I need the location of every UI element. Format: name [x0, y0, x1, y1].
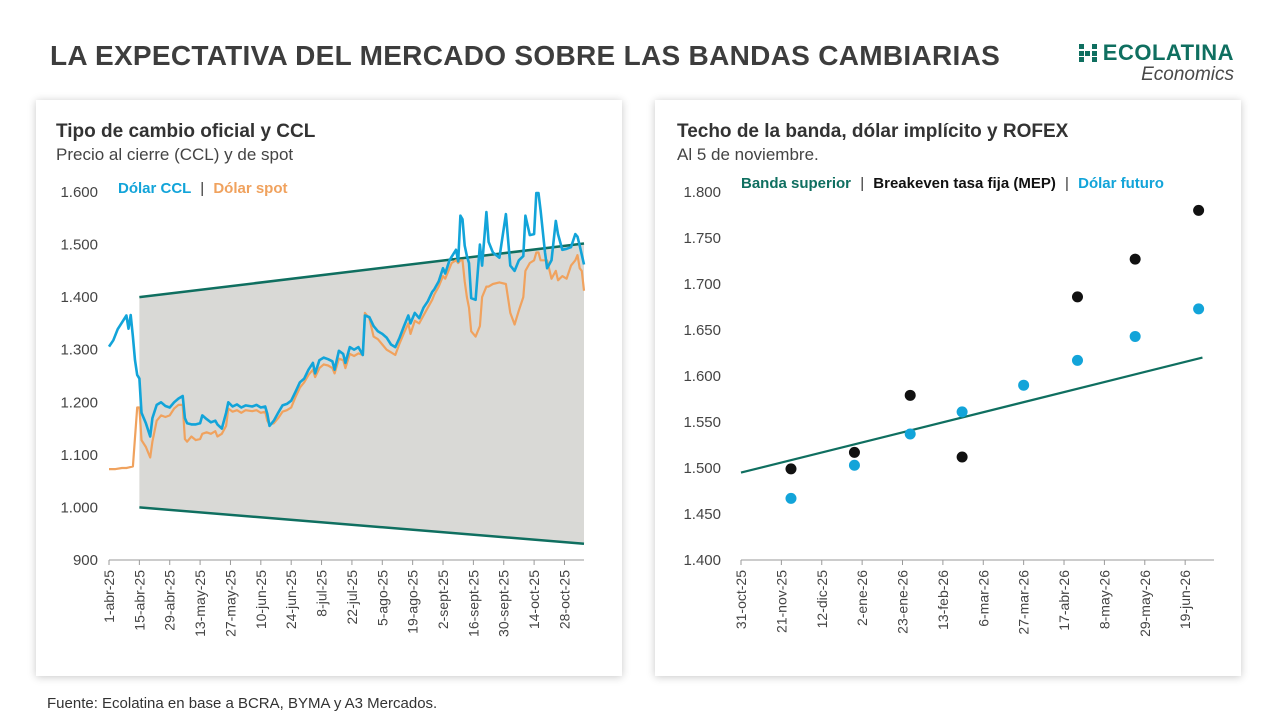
y-tick-label: 900	[73, 552, 98, 569]
breakeven-point	[956, 451, 968, 463]
y-tick-label: 1.100	[60, 447, 98, 464]
x-tick-label: 13-feb-26	[935, 570, 951, 630]
x-tick-label: 27-may-25	[222, 570, 238, 637]
x-tick-label: 17-abr-26	[1056, 570, 1072, 631]
x-tick-label: 30-sept-25	[496, 570, 512, 637]
x-tick-label: 21-nov-25	[773, 570, 789, 633]
chart-title: Techo de la banda, dólar implícito y ROF…	[677, 121, 1069, 142]
breakeven-point	[1193, 204, 1205, 216]
chart-title: Tipo de cambio oficial y CCL	[56, 121, 316, 142]
x-tick-label: 19-ago-25	[405, 570, 421, 634]
page-title: LA EXPECTATIVA DEL MERCADO SOBRE LAS BAN…	[50, 40, 1001, 71]
legend-separator: |	[860, 175, 864, 192]
chart-subtitle: Al 5 de noviembre.	[677, 145, 819, 164]
legend-separator: |	[200, 180, 204, 197]
y-tick-label: 1.650	[683, 322, 721, 339]
breakeven-point	[1071, 291, 1083, 303]
futuro-point	[956, 406, 968, 418]
x-tick-label: 1-abr-25	[101, 570, 117, 623]
y-tick-label: 1.600	[60, 184, 98, 201]
x-tick-label: 8-jul-25	[314, 570, 330, 617]
x-tick-label: 14-oct-25	[526, 570, 542, 629]
futuro-point	[848, 459, 860, 471]
legend-futuro: Dólar futuro	[1078, 175, 1164, 192]
x-tick-label: 5-ago-25	[374, 570, 390, 626]
x-tick-label: 29-abr-25	[162, 570, 178, 631]
band-area	[139, 243, 584, 544]
y-tick-label: 1.500	[60, 237, 98, 254]
y-tick-label: 1.750	[683, 230, 721, 247]
band-superior-line	[740, 356, 1203, 474]
legend-breakeven: Breakeven tasa fija (MEP)	[873, 175, 1056, 192]
spot-line	[109, 251, 586, 471]
x-tick-label: 8-may-26	[1096, 570, 1112, 629]
y-tick-label: 1.300	[60, 342, 98, 359]
x-tick-label: 23-ene-26	[895, 570, 911, 634]
ccl-chart-panel: Tipo de cambio oficial y CCL Precio al c…	[36, 100, 622, 676]
x-tick-label: 27-mar-26	[1016, 570, 1032, 635]
ccl-line	[107, 191, 586, 438]
y-tick-label: 1.500	[683, 460, 721, 477]
legend-separator: |	[1065, 175, 1069, 192]
chart-legend: Banda superior | Breakeven tasa fija (ME…	[741, 175, 1164, 192]
x-tick-label: 15-abr-25	[131, 570, 147, 631]
y-tick-label: 1.800	[683, 184, 721, 201]
chart-subtitle: Precio al cierre (CCL) y de spot	[56, 145, 293, 164]
x-tick-label: 31-oct-25	[733, 570, 749, 629]
x-tick-label: 24-jun-25	[283, 570, 299, 629]
futuro-point	[1129, 330, 1141, 342]
futuro-point	[1018, 379, 1030, 391]
x-tick-label: 6-mar-26	[975, 570, 991, 627]
chart-legend: Dólar CCL | Dólar spot	[118, 180, 288, 197]
x-tick-label: 10-jun-25	[253, 570, 269, 629]
y-tick-label: 1.600	[683, 368, 721, 385]
futuro-point	[785, 492, 797, 504]
logo-grid-icon	[1078, 44, 1097, 62]
futuro-point	[904, 428, 916, 440]
source-note: Fuente: Ecolatina en base a BCRA, BYMA y…	[47, 695, 438, 712]
x-tick-label: 12-dic-25	[814, 570, 830, 629]
band-lower-line	[139, 506, 585, 545]
x-tick-label: 29-may-26	[1137, 570, 1153, 637]
ecolatina-logo: ECOLATINA Economics	[1034, 40, 1234, 88]
x-tick-label: 13-may-25	[192, 570, 208, 637]
x-tick-label: 2-ene-26	[854, 570, 870, 626]
breakeven-point	[904, 389, 916, 401]
x-tick-label: 22-jul-25	[344, 570, 360, 625]
y-tick-label: 1.550	[683, 414, 721, 431]
logo-name: ECOLATINA	[1102, 40, 1234, 65]
y-tick-label: 1.400	[60, 289, 98, 306]
y-tick-label: 1.400	[683, 552, 721, 569]
y-tick-label: 1.000	[60, 499, 98, 516]
band-chart-panel: Techo de la banda, dólar implícito y ROF…	[655, 100, 1241, 676]
breakeven-point	[785, 463, 797, 475]
band-chart: Techo de la banda, dólar implícito y ROF…	[677, 121, 1214, 637]
ccl-chart: Tipo de cambio oficial y CCL Precio al c…	[56, 121, 586, 637]
y-tick-label: 1.700	[683, 276, 721, 293]
x-tick-label: 2-sept-25	[435, 570, 451, 629]
x-tick-label: 19-jun-26	[1177, 570, 1193, 629]
futuro-point	[1193, 303, 1205, 315]
legend-spot: Dólar spot	[213, 180, 287, 197]
y-tick-label: 1.450	[683, 506, 721, 523]
x-tick-label: 28-oct-25	[556, 570, 572, 629]
futuro-point	[1071, 354, 1083, 366]
legend-ccl: Dólar CCL	[118, 180, 191, 197]
legend-band: Banda superior	[741, 175, 851, 192]
x-tick-label: 16-sept-25	[465, 570, 481, 637]
breakeven-point	[848, 446, 860, 458]
y-tick-label: 1.200	[60, 394, 98, 411]
breakeven-point	[1129, 253, 1141, 265]
logo-subtitle: Economics	[1141, 64, 1234, 85]
